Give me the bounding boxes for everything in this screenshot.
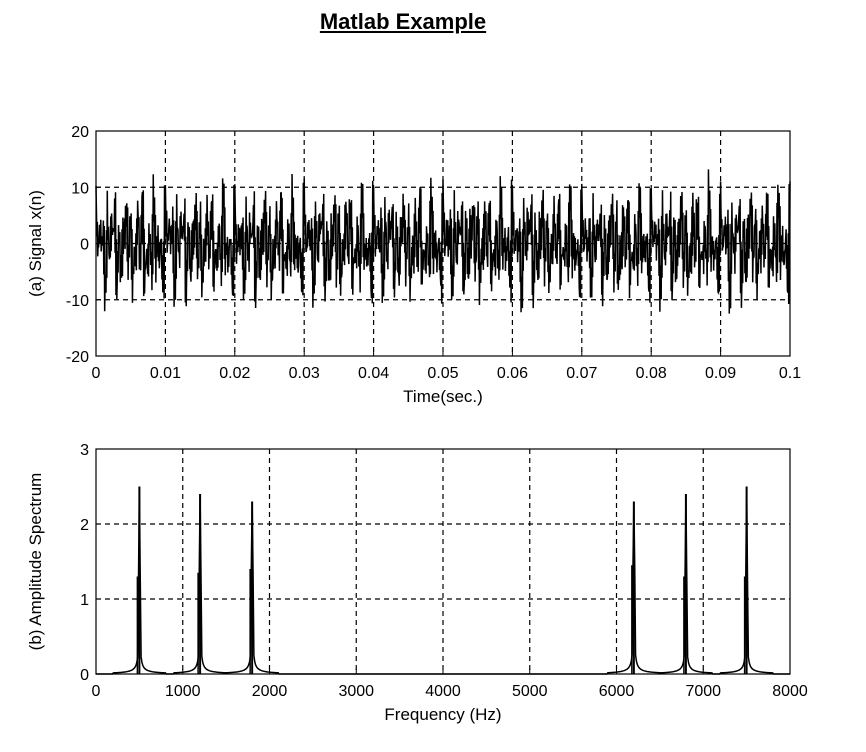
x-tick-label: 5000 bbox=[512, 683, 548, 700]
x-axis-label: Frequency (Hz) bbox=[384, 705, 501, 724]
x-tick-label: 0.01 bbox=[150, 365, 181, 382]
x-tick-label: 0 bbox=[92, 683, 101, 700]
x-tick-label: 0.06 bbox=[497, 365, 528, 382]
y-tick-label: 1 bbox=[80, 592, 89, 609]
y-tick-label: 0 bbox=[80, 667, 89, 684]
y-axis-label: (b) Amplitude Spectrum bbox=[26, 473, 45, 651]
x-tick-label: 7000 bbox=[685, 683, 721, 700]
page-title: Matlab Example bbox=[319, 9, 487, 34]
x-tick-label: 0.04 bbox=[358, 365, 389, 382]
signal-line bbox=[95, 169, 791, 314]
x-tick-label: 8000 bbox=[772, 683, 808, 700]
axes-frame-b bbox=[95, 448, 791, 675]
y-tick-label: 20 bbox=[71, 124, 89, 141]
x-tick-label: 2000 bbox=[252, 683, 288, 700]
y-tick-label: 3 bbox=[80, 442, 89, 459]
y-tick-label: 10 bbox=[71, 180, 89, 197]
x-tick-label: 3000 bbox=[338, 683, 374, 700]
axes-frame-a bbox=[95, 130, 791, 357]
plot-b-spectrum: 0 1000 2000 3000 4000 5000 6000 7000 8000 0 1 2 3 Fre… bbox=[26, 442, 808, 724]
x-tick-label: 0.08 bbox=[636, 365, 667, 382]
y-axis-label: (a) Signal x(n) bbox=[26, 190, 45, 297]
x-tick-label: 0 bbox=[92, 365, 101, 382]
y-tick-label: 2 bbox=[80, 517, 89, 534]
x-tick-label: 0.07 bbox=[566, 365, 597, 382]
x-tick-label: 0.09 bbox=[705, 365, 736, 382]
plot-a-signal: 0 0.01 0.02 0.03 0.04 0.05 0.06 0.07 0.08 0.09 0.1… bbox=[26, 124, 801, 406]
x-tick-label: 0.05 bbox=[427, 365, 458, 382]
y-tick-label: -20 bbox=[66, 349, 89, 366]
y-tick-label: 0 bbox=[80, 237, 89, 254]
x-tick-label: 0.03 bbox=[289, 365, 320, 382]
x-tick-label: 4000 bbox=[425, 683, 461, 700]
y-tick-label: -10 bbox=[66, 293, 89, 310]
x-tick-label: 0.1 bbox=[779, 365, 801, 382]
x-tick-label: 6000 bbox=[599, 683, 635, 700]
x-axis-label: Time(sec.) bbox=[403, 387, 483, 406]
x-tick-label: 1000 bbox=[165, 683, 201, 700]
x-tick-label: 0.02 bbox=[219, 365, 250, 382]
